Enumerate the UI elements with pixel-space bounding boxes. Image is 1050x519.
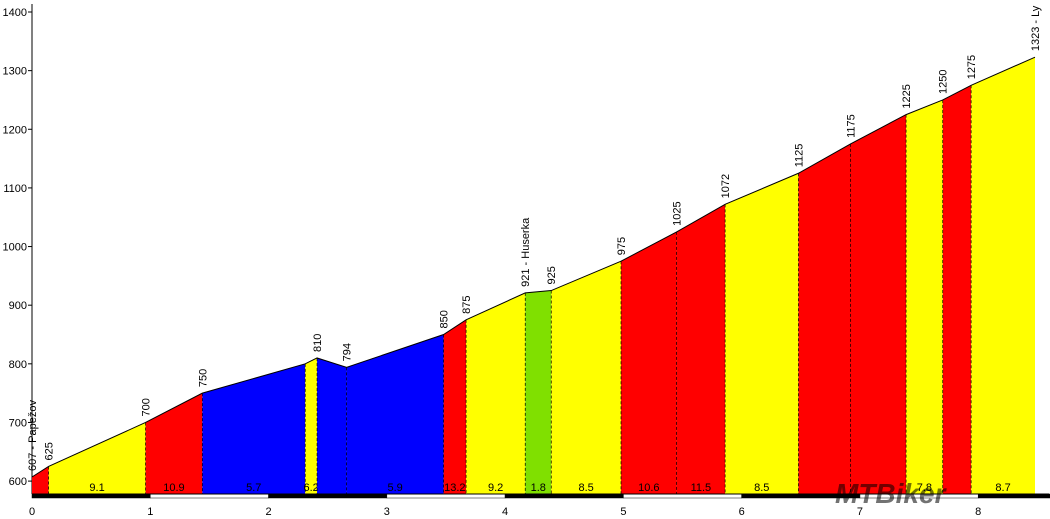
grade-label: 10.9 (163, 482, 184, 494)
segment-area (32, 466, 49, 494)
segment-area (906, 99, 943, 494)
point-label: 700 (141, 398, 153, 416)
km-bar (623, 493, 742, 499)
point-label: 1323 - Ly (1030, 5, 1042, 51)
segment-area (466, 292, 526, 494)
segment-area (525, 290, 552, 494)
point-label: 810 (312, 334, 324, 352)
segment-area (145, 393, 203, 494)
x-tick-label: 0 (29, 506, 35, 518)
grade-label: 8.7 (995, 482, 1010, 494)
point-label: 1225 (901, 84, 913, 108)
point-label: 975 (616, 237, 628, 255)
segment-area (798, 143, 851, 494)
x-tick-label: 8 (975, 506, 981, 518)
point-label: 625 (44, 442, 56, 460)
x-tick-label: 6 (739, 506, 745, 518)
segment-area (971, 57, 1035, 495)
grade-label: 13.2 (444, 482, 465, 494)
logo: MTBiker (835, 478, 948, 509)
grade-label: 7.8 (917, 482, 932, 494)
point-label: 1125 (793, 144, 805, 168)
point-label: 794 (342, 343, 354, 361)
point-label: 1175 (845, 114, 857, 138)
segment-area (725, 173, 799, 494)
grade-label: 5.9 (387, 482, 402, 494)
y-tick-label: 700 (9, 417, 27, 429)
segment-area (346, 334, 444, 494)
y-tick-label: 1300 (3, 66, 27, 78)
y-tick-label: 1400 (3, 7, 27, 19)
point-label: 607 - Papežov (27, 400, 39, 471)
segment-area (942, 85, 972, 494)
y-tick-label: 1200 (3, 124, 27, 136)
point-label: 750 (197, 369, 209, 387)
segment-area (676, 204, 726, 494)
grade-label: 5.7 (246, 482, 261, 494)
segment-area (202, 363, 306, 494)
grade-label: 8.5 (754, 482, 769, 494)
point-label: 1275 (966, 55, 978, 79)
segment-area (850, 114, 907, 494)
y-tick-label: 1100 (3, 183, 27, 195)
y-tick-label: 600 (9, 476, 27, 488)
point-label: 850 (439, 310, 451, 328)
segment-area (551, 261, 622, 494)
grade-label: 8.5 (578, 482, 593, 494)
grade-label: 9.2 (488, 482, 503, 494)
segment-area (317, 357, 347, 494)
grade-label: 1.8 (531, 482, 546, 494)
segment-area (305, 357, 318, 494)
profile-line (31, 56, 1036, 478)
km-bar (150, 493, 269, 499)
y-tick-label: 800 (9, 359, 27, 371)
grade-label: 11.5 (691, 482, 712, 494)
segment-area (443, 319, 467, 494)
x-tick-label: 4 (502, 506, 508, 518)
grade-label: 6.2 (303, 482, 318, 494)
km-bar (504, 493, 624, 499)
x-tick-label: 2 (265, 506, 271, 518)
x-tick-label: 3 (384, 506, 390, 518)
y-tick-label: 1000 (3, 242, 27, 254)
x-tick-label: 1 (147, 506, 153, 518)
x-tick-label: 5 (620, 506, 626, 518)
x-tick-label: 7 (857, 506, 863, 518)
grade-label: 9.1 (89, 482, 104, 494)
grade-label: 10.6 (638, 482, 659, 494)
km-bar (386, 493, 506, 499)
segment-area (621, 231, 677, 495)
point-label: 921 - Huserka (520, 217, 532, 287)
km-bar (31, 493, 151, 499)
y-tick-label: 900 (9, 300, 27, 312)
point-label: 875 (461, 295, 473, 313)
km-bar (977, 493, 1050, 499)
point-label: 1250 (938, 69, 950, 93)
segment-area (48, 422, 146, 494)
km-bar (268, 493, 388, 499)
point-label: 1025 (672, 201, 684, 225)
point-label: 1072 (720, 174, 732, 198)
point-label: 925 (546, 266, 558, 284)
